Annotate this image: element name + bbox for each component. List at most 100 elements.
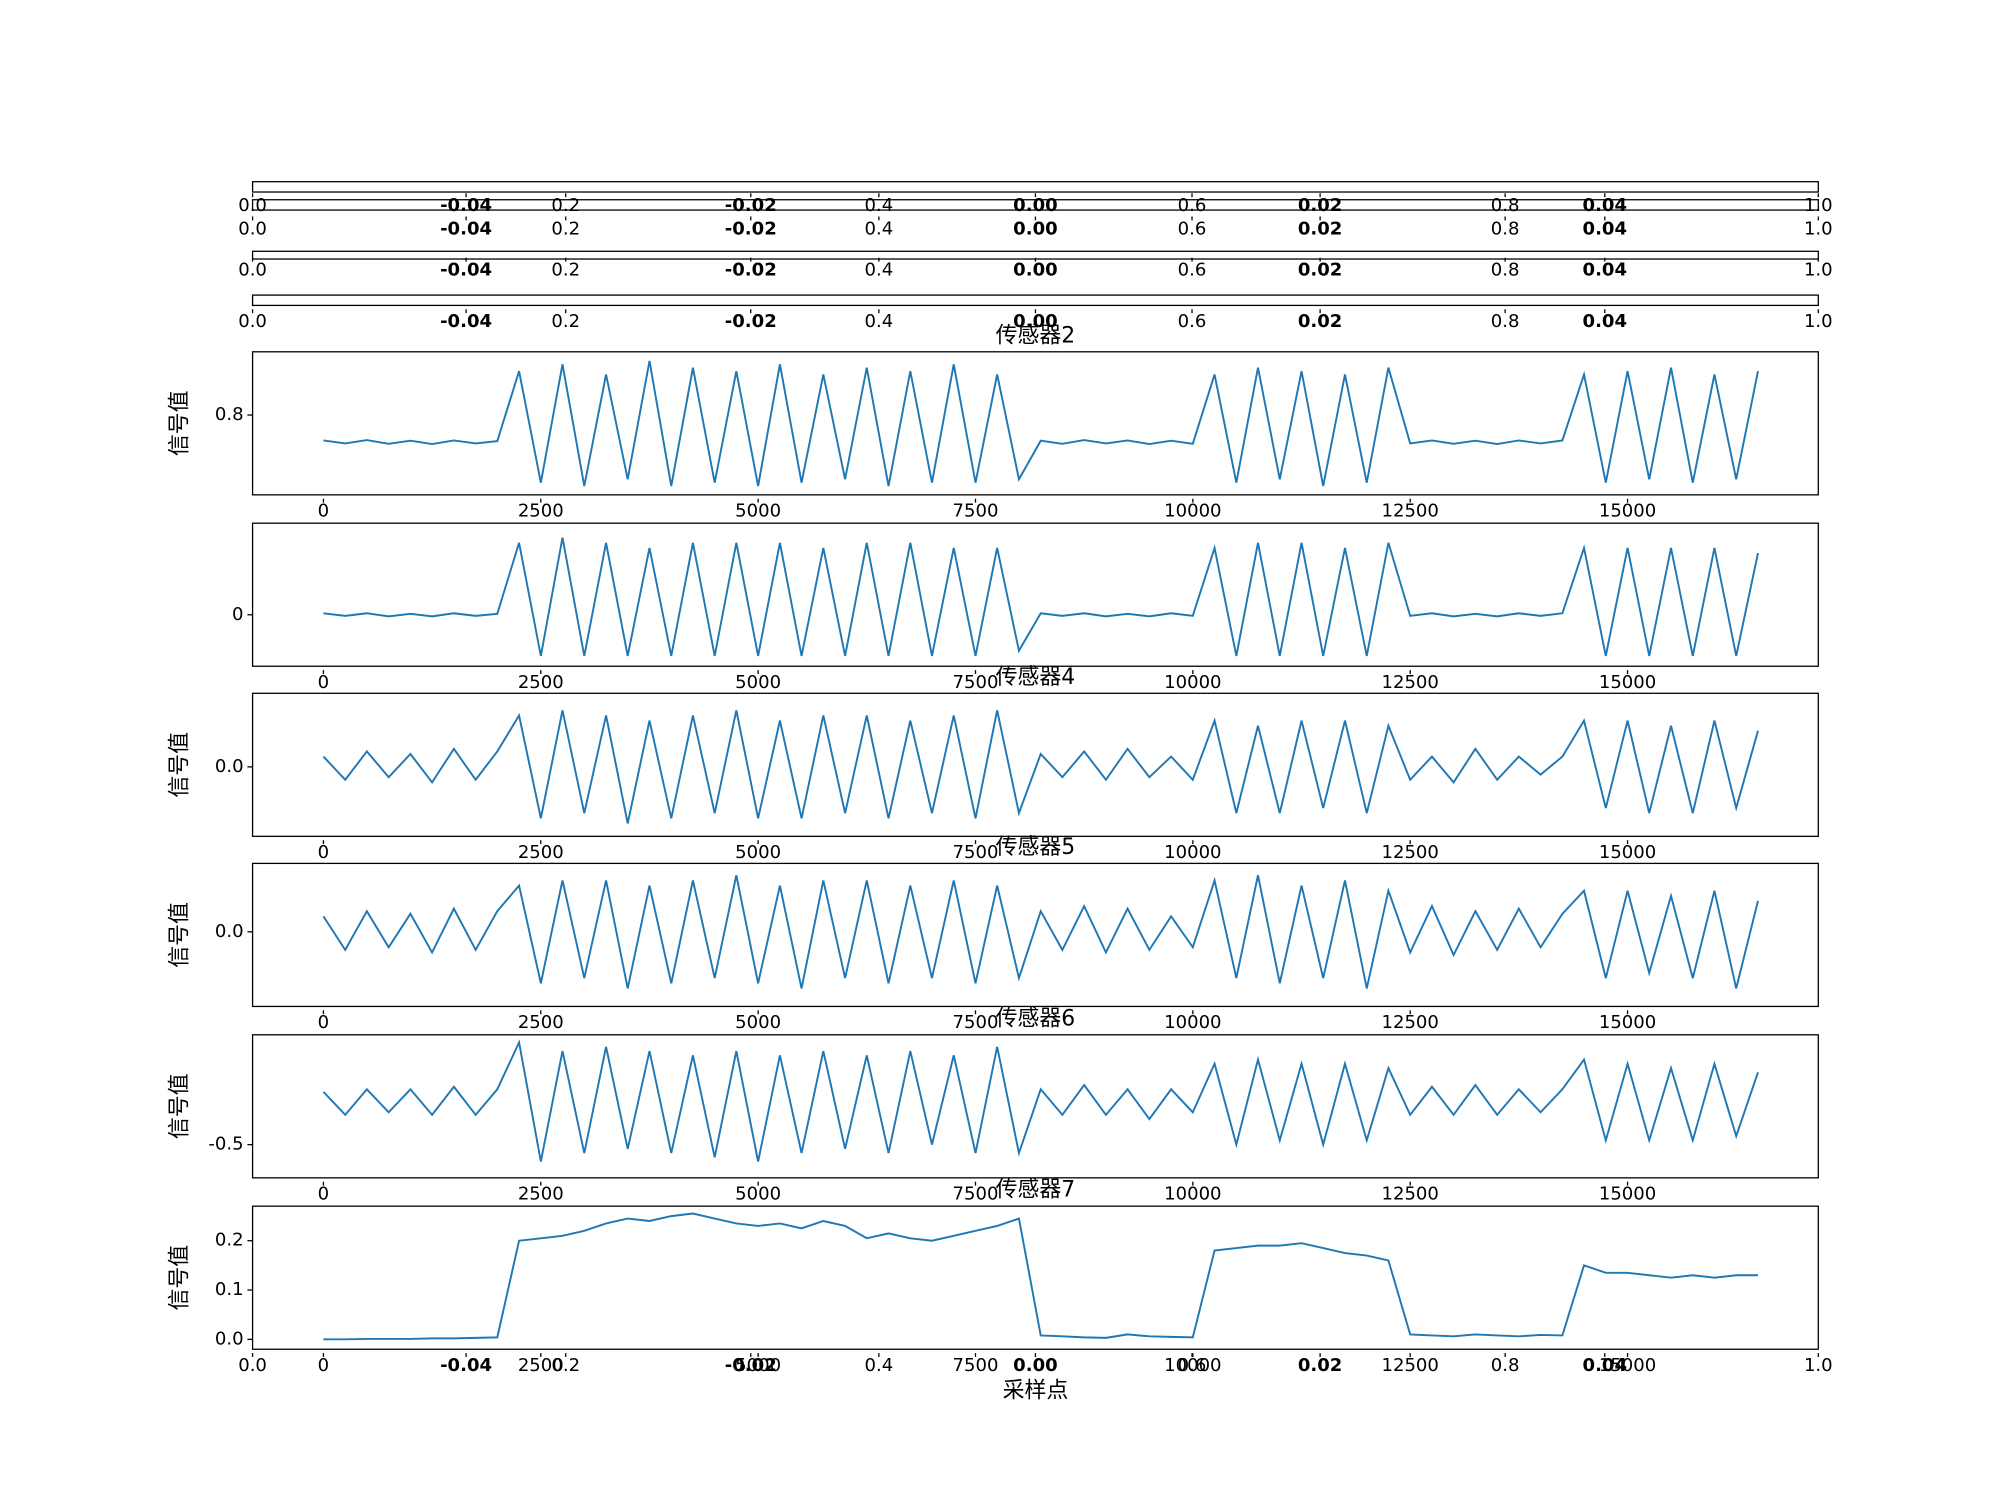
- x-tick-label: 7500: [953, 1184, 999, 1205]
- x-tick-label: 0.04: [1583, 195, 1628, 216]
- x-tick-label: 0.02: [1298, 311, 1343, 332]
- x-tick-label: 0.2: [551, 1355, 580, 1376]
- x-tick-label: 10000: [1164, 1184, 1221, 1205]
- x-tick-label: 1.0: [1804, 311, 1833, 332]
- x-tick-label: 0.4: [865, 218, 894, 239]
- x-tick-label: 0.00: [1013, 311, 1058, 332]
- y-tick-label: 0.0: [215, 1328, 244, 1349]
- axes-frame: [251, 692, 1819, 837]
- axes-frame: [251, 181, 1819, 193]
- x-tick-label: 1.0: [1804, 260, 1833, 281]
- y-axis-label: 信号值: [167, 1073, 192, 1139]
- x-tick-label: 0.6: [1178, 311, 1207, 332]
- axes-frame: [251, 1034, 1819, 1179]
- x-tick-label: 0.6: [1178, 1355, 1207, 1376]
- x-tick-label: 7500: [953, 501, 999, 522]
- x-tick-label: 0.8: [1491, 1355, 1520, 1376]
- y-axis-label: 信号值: [167, 732, 192, 798]
- x-tick-label: -0.04: [440, 1355, 492, 1376]
- x-tick-label: 15000: [1599, 842, 1656, 863]
- x-tick-label: 10000: [1164, 1012, 1221, 1033]
- x-tick-label: 0.4: [865, 311, 894, 332]
- x-tick-label: 0: [318, 1184, 329, 1205]
- y-tick-label: 0.0: [215, 921, 244, 942]
- x-tick-label: 2500: [518, 1355, 564, 1376]
- x-tick-label: 5000: [735, 842, 781, 863]
- x-tick-label: 0.4: [865, 260, 894, 281]
- x-tick-label: 2500: [518, 672, 564, 693]
- x-tick-label: 7500: [953, 842, 999, 863]
- y-tick-label: 0.2: [215, 1230, 244, 1251]
- panel-title: 传感器6: [996, 1006, 1076, 1031]
- x-tick-label: -0.02: [725, 195, 777, 216]
- x-tick-label: 7500: [953, 1355, 999, 1376]
- x-tick-label: 0.0: [238, 311, 267, 332]
- panel-title: 传感器4: [996, 665, 1076, 690]
- y-axis-label: 信号值: [167, 902, 192, 968]
- x-tick-label: 10000: [1164, 672, 1221, 693]
- x-tick-label: 12500: [1382, 1355, 1439, 1376]
- x-tick-label: 0.6: [1178, 260, 1207, 281]
- x-tick-label: 5000: [735, 1184, 781, 1205]
- y-tick-label: 0.8: [215, 404, 244, 425]
- x-tick-label: 0.8: [1491, 260, 1520, 281]
- x-tick-label: 1.0: [1804, 1355, 1833, 1376]
- x-tick-label: -0.04: [440, 260, 492, 281]
- x-tick-label: -0.02: [725, 260, 777, 281]
- x-tick-label: 0.02: [1298, 1355, 1343, 1376]
- x-tick-label: -0.02: [725, 218, 777, 239]
- x-tick-label: 0.6: [1178, 195, 1207, 216]
- x-tick-label: 0.8: [1491, 218, 1520, 239]
- x-tick-label: 15000: [1599, 1184, 1656, 1205]
- axes-frame: [251, 199, 1819, 211]
- x-tick-label: 0: [318, 672, 329, 693]
- x-tick-label: 0: [318, 842, 329, 863]
- x-tick-label: 0.02: [1298, 195, 1343, 216]
- x-tick-label: 0.02: [1298, 260, 1343, 281]
- x-tick-label: 0: [318, 501, 329, 522]
- panel-title: 传感器2: [996, 323, 1076, 348]
- x-tick-label: 15000: [1599, 1012, 1656, 1033]
- x-tick-label: 12500: [1382, 1012, 1439, 1033]
- x-tick-label: 0.2: [551, 311, 580, 332]
- x-tick-label: 0.00: [1013, 218, 1058, 239]
- x-tick-label: 0.4: [865, 1355, 894, 1376]
- axes-frame: [251, 522, 1819, 667]
- signal-line: [323, 1212, 1758, 1341]
- x-axis-label: 采样点: [1003, 1379, 1069, 1404]
- x-tick-label: 7500: [953, 1012, 999, 1033]
- axes-frame: [251, 862, 1819, 1008]
- x-tick-label: -0.04: [440, 195, 492, 216]
- x-tick-label: 15000: [1599, 501, 1656, 522]
- signal-line: [322, 1039, 1759, 1162]
- x-tick-label: 12500: [1382, 672, 1439, 693]
- y-tick-label: 0.0: [215, 756, 244, 777]
- x-tick-label: 0.00: [1013, 1355, 1058, 1376]
- x-tick-label: 0.04: [1583, 311, 1628, 332]
- y-tick-label: 0.1: [215, 1279, 244, 1300]
- x-tick-label: 0.8: [1491, 311, 1520, 332]
- x-tick-label: 10000: [1164, 842, 1221, 863]
- signal-line: [323, 537, 1759, 657]
- x-tick-label: 5000: [735, 1355, 781, 1376]
- x-tick-label: -0.04: [440, 311, 492, 332]
- x-tick-label: 2500: [518, 1184, 564, 1205]
- x-tick-label: 5000: [735, 501, 781, 522]
- x-tick-label: 0.00: [1013, 195, 1058, 216]
- x-tick-label: 2500: [518, 842, 564, 863]
- y-tick-label: -0.5: [208, 1134, 243, 1155]
- panel-title: 传感器5: [996, 835, 1076, 860]
- x-tick-label: 7500: [953, 672, 999, 693]
- x-tick-label: 2500: [518, 1012, 564, 1033]
- x-tick-label: 0.02: [1298, 218, 1343, 239]
- y-tick-label: 0: [232, 604, 243, 625]
- x-tick-label: 12500: [1382, 842, 1439, 863]
- x-tick-label: 0: [318, 1012, 329, 1033]
- x-tick-label: 5000: [735, 1012, 781, 1033]
- x-tick-label: 0.0: [238, 260, 267, 281]
- x-tick-label: -0.04: [440, 218, 492, 239]
- panel-title: 传感器7: [996, 1178, 1076, 1203]
- x-tick-label: 0.0: [238, 1355, 267, 1376]
- signal-line: [322, 875, 1759, 989]
